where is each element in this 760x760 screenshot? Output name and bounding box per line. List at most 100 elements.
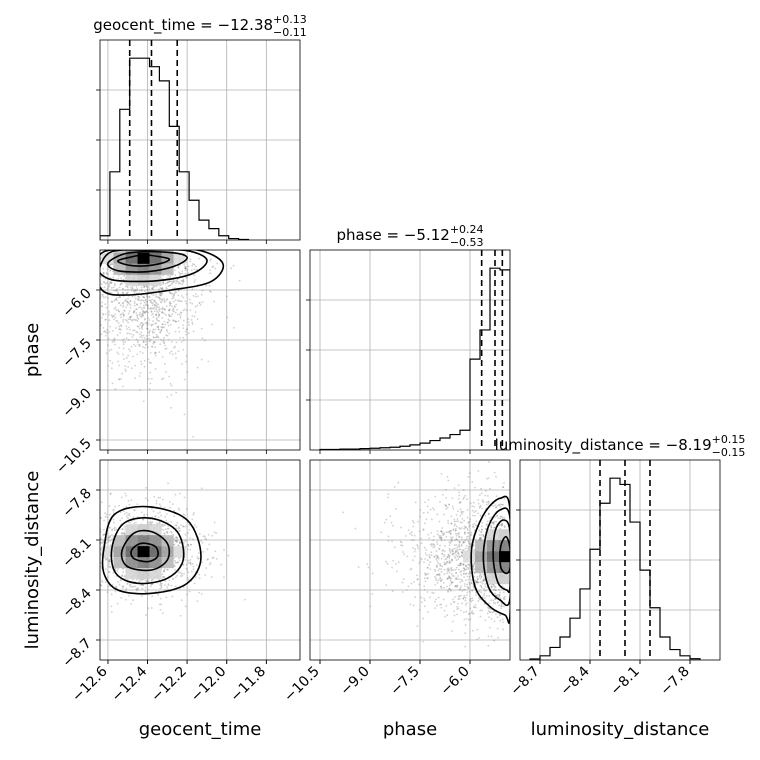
density-cell: [101, 252, 114, 264]
sample-point: [496, 504, 499, 507]
sample-point: [129, 286, 132, 289]
sample-point: [140, 363, 143, 366]
sample-point: [188, 590, 191, 593]
sample-point: [422, 529, 425, 532]
sample-point: [184, 308, 186, 311]
sample-point: [465, 572, 467, 575]
sample-point: [436, 543, 439, 546]
sample-point: [153, 341, 156, 344]
sample-point: [485, 490, 487, 492]
sample-point: [232, 264, 235, 267]
sample-point: [109, 264, 112, 266]
sample-point: [460, 511, 463, 514]
sample-point: [160, 505, 162, 508]
sample-point: [140, 595, 143, 597]
sample-point: [213, 300, 216, 303]
sample-point: [151, 507, 153, 510]
sample-point: [198, 257, 201, 260]
sample-point: [465, 526, 467, 529]
sample-point: [499, 619, 502, 622]
sample-point: [143, 311, 146, 313]
sample-point: [142, 334, 145, 337]
sample-point: [151, 330, 154, 333]
sample-point: [466, 508, 469, 511]
sample-point: [456, 539, 459, 542]
sample-point: [158, 511, 161, 514]
sample-point: [469, 502, 472, 505]
sample-point: [468, 542, 471, 545]
sample-point: [454, 596, 456, 599]
sample-point: [482, 580, 485, 583]
sample-point: [461, 552, 464, 555]
sample-point: [460, 536, 463, 539]
sample-point: [481, 609, 484, 612]
sample-point: [173, 509, 176, 512]
sample-point: [454, 529, 457, 532]
sample-point: [146, 499, 149, 502]
sample-point: [188, 524, 191, 526]
sample-point: [499, 505, 502, 508]
sample-point: [436, 556, 438, 559]
sample-point: [135, 589, 138, 591]
sample-point: [487, 477, 490, 480]
sample-point: [469, 607, 472, 610]
sample-point: [460, 554, 463, 557]
sample-point: [122, 353, 124, 356]
sample-point: [446, 556, 449, 558]
sample-point: [117, 292, 119, 295]
sample-point: [170, 520, 173, 523]
sample-point: [459, 609, 462, 612]
histogram-geocent_time: [100, 57, 250, 240]
sample-point: [453, 487, 456, 490]
sample-point: [441, 553, 444, 556]
sample-point: [456, 586, 459, 588]
sample-point: [161, 323, 164, 326]
sample-point: [173, 563, 176, 566]
sample-point: [134, 345, 137, 347]
sample-point: [159, 294, 162, 297]
sample-point: [462, 548, 465, 551]
sample-point: [141, 321, 143, 324]
sample-point: [105, 352, 108, 355]
sample-point: [177, 561, 179, 564]
sample-point: [147, 311, 149, 314]
sample-point: [462, 569, 465, 572]
sample-point: [454, 557, 457, 560]
sample-point: [166, 330, 169, 333]
sample-point: [477, 590, 480, 593]
sample-point: [114, 343, 116, 346]
sample-point: [150, 302, 153, 304]
sample-point: [168, 332, 171, 335]
sample-point: [435, 577, 437, 580]
sample-point: [113, 315, 115, 318]
sample-point: [175, 291, 177, 294]
sample-point: [498, 594, 501, 597]
sample-point: [458, 545, 461, 548]
sample-point: [448, 544, 451, 547]
sample-point: [212, 265, 214, 268]
sample-point: [453, 610, 455, 613]
sample-point: [118, 346, 121, 349]
sample-point: [173, 293, 176, 296]
sample-point: [156, 326, 159, 329]
sample-point: [123, 310, 126, 312]
sample-point: [184, 539, 186, 542]
sample-point: [175, 541, 178, 544]
sample-point: [464, 494, 467, 497]
sample-point: [171, 353, 174, 356]
sample-point: [138, 581, 141, 583]
sample-point: [472, 570, 475, 573]
density-cell: [137, 274, 150, 286]
sample-point: [173, 565, 176, 568]
sample-point: [223, 576, 225, 579]
sample-point: [136, 289, 138, 292]
sample-point: [115, 586, 117, 589]
sample-point: [459, 562, 461, 565]
sample-point: [451, 574, 454, 577]
sample-point: [447, 522, 450, 525]
sample-point: [160, 329, 163, 331]
sample-point: [159, 293, 161, 296]
density-cell: [161, 263, 174, 275]
sample-point: [122, 318, 125, 321]
sample-point: [469, 545, 472, 548]
